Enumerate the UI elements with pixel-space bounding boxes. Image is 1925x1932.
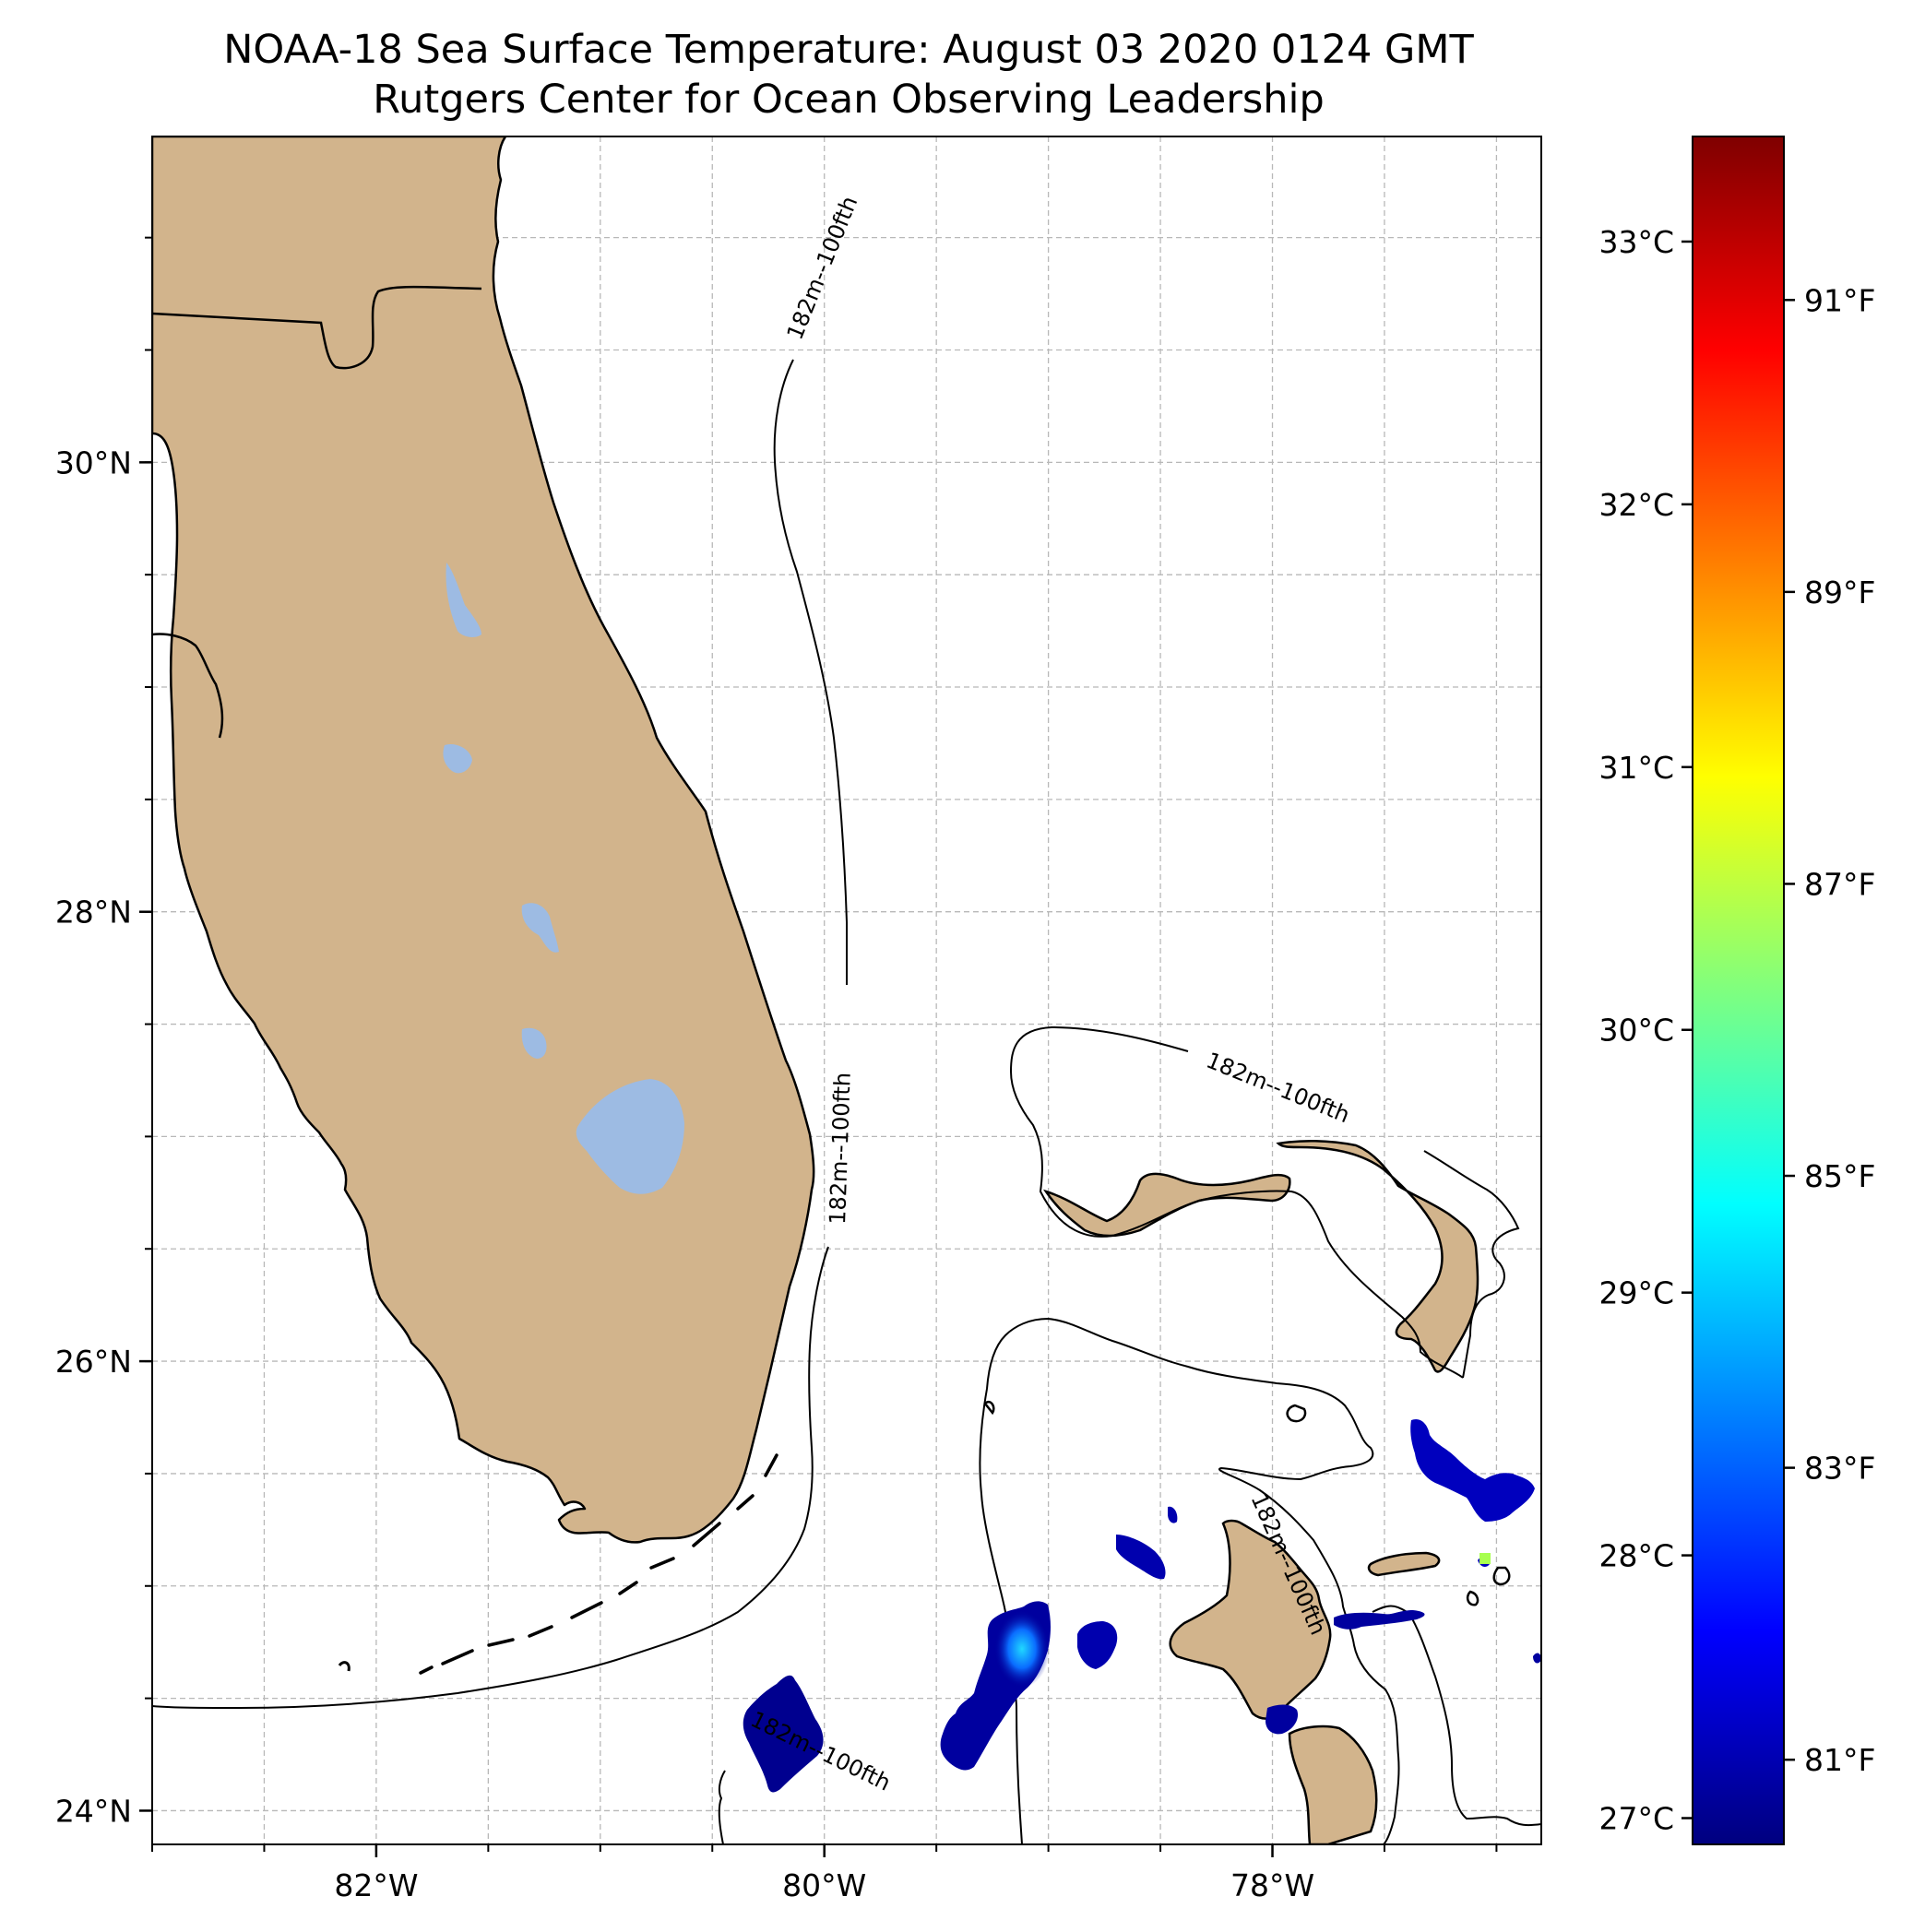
fahrenheit-tick-label: 91°F [1804, 282, 1875, 318]
lat-tick-label: 26°N [55, 1344, 132, 1380]
lon-tick-label: 78°W [1230, 1867, 1314, 1903]
lon-tick-label: 80°W [782, 1867, 866, 1903]
isobath-abaco [1423, 1150, 1520, 1379]
sst-patch-northeast [1410, 1418, 1535, 1567]
andros-island [1169, 1519, 1332, 1720]
lat-tick-label: 30°N [55, 444, 132, 480]
berry-islands [1367, 1551, 1441, 1577]
isobath-label: 182m--100fth [825, 1072, 856, 1225]
fahrenheit-tick-label: 87°F [1804, 866, 1875, 902]
celsius-tick-label: 29°C [1598, 1275, 1674, 1311]
isobath-tongue-of-ocean [986, 1317, 1400, 1844]
isobath-straits-west [979, 1388, 1023, 1844]
fahrenheit-tick-label: 89°F [1804, 575, 1875, 610]
colorbar-gradient [1692, 136, 1785, 1845]
bahamas-cays [983, 1400, 1511, 1606]
sst-warm-spot [994, 1610, 1050, 1688]
sst-patch-southwest [743, 1675, 824, 1793]
map-axes: 82°W 80°W 78°W 24°N 26°N 28°N 30°N [55, 236, 1498, 1903]
lake-istokpoga [521, 1027, 547, 1059]
celsius-tick-label: 28°C [1598, 1538, 1674, 1574]
lake-okeechobee [576, 1079, 684, 1194]
lat-tick-label: 28°N [55, 895, 132, 930]
map-frame [151, 136, 1542, 1845]
gulf-coast-upper [152, 633, 224, 739]
isobath-grand-bahama [1009, 1025, 1464, 1379]
sst-warm-pixel [1479, 1553, 1491, 1564]
lake-george [446, 563, 481, 637]
abaco-island [1276, 1139, 1479, 1373]
isobath-contours [152, 359, 1541, 1844]
sst-patch-central [1077, 1506, 1178, 1669]
state-boundary [152, 285, 482, 370]
grand-bahama-island [1043, 1172, 1291, 1238]
map-subtitle: Rutgers Center for Ocean Observing Leade… [373, 77, 1325, 123]
isobath-florida-east-north [773, 359, 848, 985]
isobath-cay-sal [718, 1770, 726, 1844]
lake-apopka [443, 743, 472, 774]
celsius-tick-label: 27°C [1598, 1801, 1674, 1837]
florida-keys [419, 1453, 778, 1675]
celsius-tick-label: 30°C [1598, 1013, 1674, 1049]
celsius-tick-label: 33°C [1598, 224, 1674, 260]
map-layers: 182m--100fth 182m--100fth 182m--100fth 1… [152, 136, 1541, 1844]
sst-patches [743, 1418, 1541, 1793]
andros-south-island [1288, 1725, 1378, 1844]
celsius-tick-label: 32°C [1598, 487, 1674, 523]
lon-tick-label: 82°W [334, 1867, 418, 1903]
fahrenheit-tick-label: 85°F [1804, 1158, 1875, 1194]
lake-kissimmee [521, 903, 559, 953]
fahrenheit-tick-label: 83°F [1804, 1451, 1875, 1487]
isobath-florida-east-south [152, 1246, 829, 1710]
map-title: NOAA-18 Sea Surface Temperature: August … [223, 27, 1474, 73]
lat-tick-label: 24°N [55, 1793, 132, 1829]
key-west [338, 1661, 351, 1672]
colorbar: 27°C 28°C 29°C 30°C 31°C 32°C 33°C 81°F 83°F 85°F… [1598, 136, 1875, 1845]
celsius-tick-label: 31°C [1598, 750, 1674, 786]
fahrenheit-tick-label: 81°F [1804, 1742, 1875, 1778]
sst-patch-bahamas [1266, 1610, 1541, 1735]
colorbar-ticks: 27°C 28°C 29°C 30°C 31°C 32°C 33°C 81°F 83°F 85°F… [1598, 224, 1875, 1837]
